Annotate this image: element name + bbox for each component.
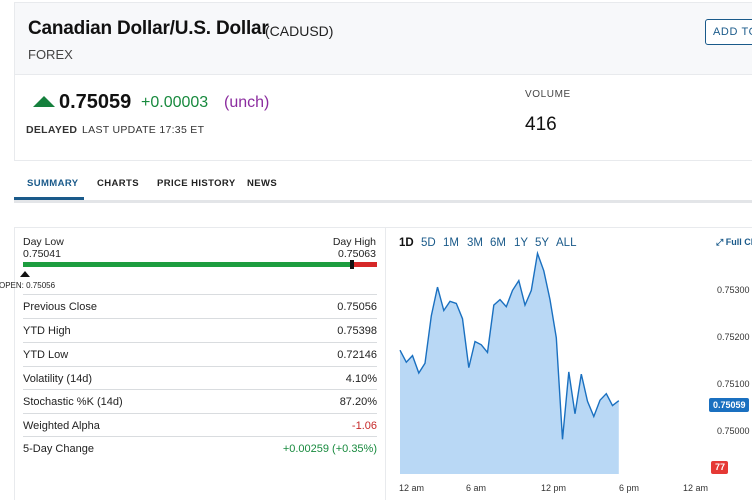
stat-value: +0.00259 (+0.35%) [282,443,377,455]
price-line [399,250,620,440]
stat-value: -1.06 [351,420,377,432]
stat-row: Volatility (14d) 4.10% [23,366,377,390]
quote-header: Canadian Dollar/U.S. Dollar (CADUSD) FOR… [14,2,752,74]
quote-panel: 0.75059 +0.00003 (unch) DELAYED LAST UPD… [14,74,752,161]
full-chart-link[interactable]: ⤢ Full Chart [716,237,752,248]
day-high-value: 0.75063 [338,248,376,260]
stat-row: 5-Day Change +0.00259 (+0.35%) [23,436,377,460]
section-tabs: SUMMARY CHARTS PRICE HISTORY NEWS [14,161,752,203]
stat-label: YTD High [23,325,71,337]
stat-label: Previous Close [23,301,97,313]
tab-summary[interactable]: SUMMARY [27,178,79,189]
open-price-label: OPEN: 0.75056 [0,281,56,290]
range-5d[interactable]: 5D [421,237,436,249]
stat-value: 0.75056 [337,301,377,313]
volume-value: 416 [525,114,557,135]
price-change-percent: (unch) [224,94,270,111]
y-tick-label: 0.75300 [717,285,750,295]
day-low-value: 0.75041 [23,248,61,260]
last-price-tag: 0.75059 [709,398,749,412]
stat-value: 0.72146 [337,349,377,361]
asset-class: FOREX [28,47,73,62]
price-area [400,253,619,474]
range-1y[interactable]: 1Y [514,237,529,249]
day-high-label: Day High [332,236,376,248]
stat-value: 4.10% [345,373,377,385]
stat-row: Previous Close 0.75056 [23,294,377,318]
stat-row: YTD Low 0.72146 [23,342,377,366]
open-price-marker [20,271,30,277]
range-all[interactable]: ALL [556,237,577,249]
mini-chart-panel: 1D 5D 1M 3M 6M 1Y 5Y ALL ⤢ Full Chart 0.… [386,227,752,500]
up-arrow-icon [33,96,55,107]
x-tick-label: 6 pm [619,483,640,493]
tab-price-history[interactable]: PRICE HISTORY [157,178,236,189]
stat-label: Stochastic %K (14d) [23,396,123,408]
volume-tag: 77 [711,461,728,474]
price-change: +0.00003 [141,94,209,111]
stat-label: Volatility (14d) [23,373,93,385]
y-tick-label: 0.75100 [717,379,750,389]
day-low-label: Day Low [23,236,64,248]
tab-charts[interactable]: CHARTS [97,178,139,189]
last-update: LAST UPDATE 17:35 ET [82,124,205,136]
stat-label: Weighted Alpha [23,420,100,432]
ticker-symbol: (CADUSD) [265,23,334,39]
x-tick-label: 6 am [466,483,487,493]
stat-row: Stochastic %K (14d) 87.20% [23,389,377,413]
range-1m[interactable]: 1M [443,237,459,249]
x-tick-label: 12 am [683,483,709,493]
current-price-marker [350,260,354,269]
y-tick-label: 0.75000 [717,426,750,436]
x-tick-label: 12 am [399,483,425,493]
full-chart-label: Full Chart [725,237,752,247]
range-6m[interactable]: 6M [490,237,506,249]
range-1d[interactable]: 1D [399,237,414,249]
volume-label: VOLUME [525,89,571,100]
stat-row: Weighted Alpha -1.06 [23,413,377,437]
active-tab-indicator [14,197,84,200]
tab-news[interactable]: NEWS [247,178,278,189]
stat-label: 5-Day Change [23,443,94,455]
delayed-label: DELAYED [26,124,78,136]
y-tick-label: 0.75200 [717,332,750,342]
x-tick-label: 12 pm [541,483,567,493]
range-5y[interactable]: 5Y [535,237,550,249]
range-3m[interactable]: 3M [467,237,483,249]
day-range-segment [350,262,377,267]
last-price: 0.75059 [59,91,132,113]
add-to-watchlist-button[interactable]: ADD TO WA [705,19,752,45]
day-range-bar [23,260,377,269]
instrument-title: Canadian Dollar/U.S. Dollar [28,18,269,39]
stat-row: YTD High 0.75398 [23,318,377,342]
stat-value: 87.20% [339,396,377,408]
stat-label: YTD Low [23,349,69,361]
price-chart[interactable] [386,228,716,478]
summary-stats-panel: Day Low 0.75041 Day High 0.75063 OPEN: 0… [0,227,386,500]
stat-value: 0.75398 [337,325,377,337]
